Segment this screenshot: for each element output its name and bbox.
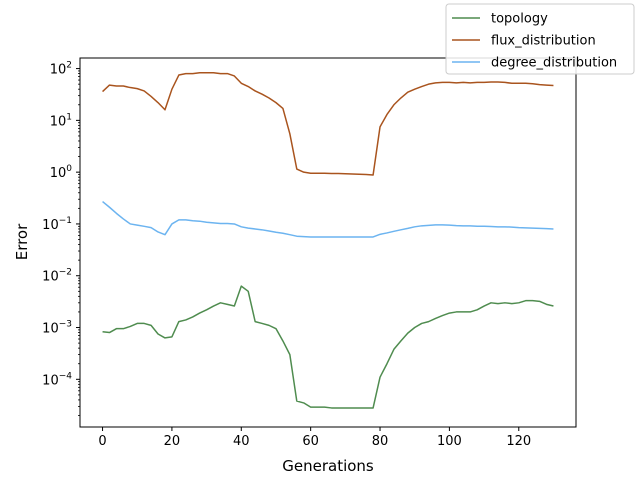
x-tick-label: 80 — [372, 434, 389, 449]
y-tick-label: 10−3 — [42, 320, 72, 337]
x-tick-label: 60 — [302, 434, 319, 449]
y-tick-label: 100 — [50, 164, 73, 181]
legend-items: topology flux_distribution degree_distribu… — [452, 12, 617, 71]
x-tick-label: 40 — [233, 434, 250, 449]
legend-label-degree_distribution: degree_distribution — [491, 56, 617, 71]
y-tick-label: 101 — [50, 112, 72, 129]
y-tick-label: 10−4 — [42, 371, 72, 388]
series-line-flux_distribution — [102, 72, 554, 176]
series-layer — [102, 72, 554, 409]
legend-label-flux_distribution: flux_distribution — [491, 34, 596, 49]
x-axis-ticks: 0 20 40 60 80 100 120 — [98, 427, 531, 449]
x-tick-label: 0 — [98, 434, 106, 449]
legend: topology flux_distribution degree_distribu… — [445, 3, 635, 75]
legend-label-topology: topology — [491, 12, 548, 27]
legend-box — [445, 3, 635, 75]
y-axis-ticks: 10−4 10−3 10−2 10−1 100 101 102 — [42, 61, 80, 416]
y-tick-label: 10−2 — [42, 268, 72, 285]
plot-frame — [79, 57, 577, 428]
x-tick-label: 20 — [164, 434, 181, 449]
x-axis-label: Generations — [282, 457, 374, 475]
y-tick-label: 102 — [50, 61, 72, 78]
y-axis-label: Error — [13, 223, 31, 260]
y-tick-label: 10−1 — [42, 216, 72, 233]
series-line-topology — [102, 285, 554, 409]
series-line-degree_distribution — [102, 201, 554, 238]
x-tick-label: 100 — [437, 434, 462, 449]
x-tick-label: 120 — [506, 434, 531, 449]
